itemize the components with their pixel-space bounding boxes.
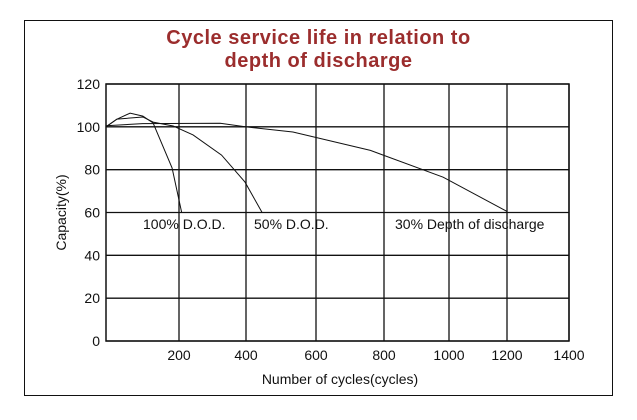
series-label: 30% Depth of discharge <box>395 216 545 232</box>
series-line <box>105 116 263 213</box>
y-tick-label: 60 <box>84 205 100 221</box>
x-tick-label: 600 <box>304 347 328 363</box>
x-tick-label: 1400 <box>553 347 584 363</box>
y-axis-label: Capacity(%) <box>53 174 69 250</box>
series-label: 50% D.O.D. <box>254 216 329 232</box>
series-label: 100% D.O.D. <box>143 216 225 232</box>
series-line <box>105 112 183 213</box>
x-tick-label: 400 <box>234 347 258 363</box>
y-tick-label: 40 <box>84 247 100 263</box>
chart-title-line2: depth of discharge <box>224 50 413 72</box>
x-tick-label: 1200 <box>491 347 522 363</box>
y-tick-label: 100 <box>77 119 101 135</box>
x-tick-label: 1000 <box>433 347 464 363</box>
y-tick-label: 20 <box>84 290 100 306</box>
series-line <box>105 122 508 212</box>
y-tick-label: 80 <box>84 162 100 178</box>
y-tick-label: 0 <box>92 333 100 349</box>
chart-title-line1: Cycle service life in relation to <box>166 27 471 49</box>
x-tick-label: 200 <box>167 347 191 363</box>
y-tick-label: 120 <box>77 76 101 92</box>
x-tick-label: 800 <box>372 347 396 363</box>
x-axis-label: Number of cycles(cycles) <box>262 371 418 387</box>
chart-frame <box>24 20 613 396</box>
